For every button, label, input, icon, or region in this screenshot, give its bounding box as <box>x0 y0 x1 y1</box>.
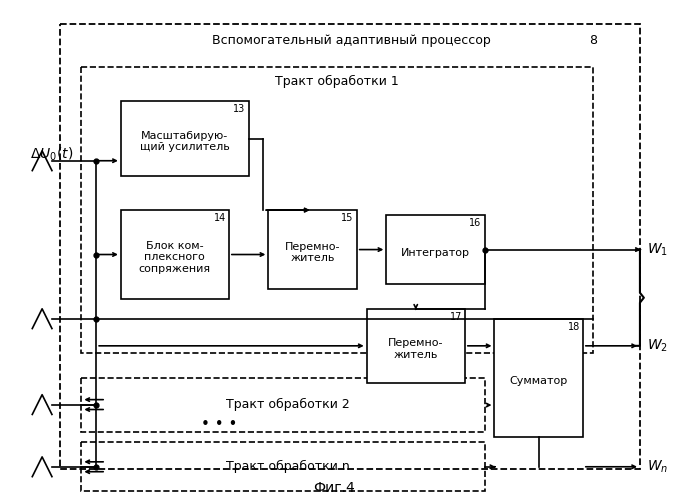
Text: Тракт обработки n: Тракт обработки n <box>226 460 350 473</box>
Bar <box>367 309 465 383</box>
Text: 16: 16 <box>469 218 482 228</box>
Text: 13: 13 <box>234 104 246 115</box>
Bar <box>268 210 357 289</box>
Text: Перемно-
житель: Перемно- житель <box>285 242 340 264</box>
Text: $W_1$: $W_1$ <box>647 242 668 258</box>
Text: • • •: • • • <box>201 417 238 432</box>
Text: $W_n$: $W_n$ <box>647 458 668 475</box>
Text: Перемно-
житель: Перемно- житель <box>388 338 443 359</box>
Text: Тракт обработки 1: Тракт обработки 1 <box>275 75 399 88</box>
Text: 17: 17 <box>450 312 462 322</box>
Bar <box>386 215 485 284</box>
Text: Вспомогательный адаптивный процессор: Вспомогательный адаптивный процессор <box>213 34 491 47</box>
Bar <box>121 102 248 176</box>
Text: 14: 14 <box>214 213 226 223</box>
Text: Масштабирую-
щий усилитель: Масштабирую- щий усилитель <box>140 130 230 152</box>
Text: Тракт обработки 2: Тракт обработки 2 <box>226 398 350 411</box>
Bar <box>60 24 640 468</box>
Bar <box>121 210 229 299</box>
Text: $\Delta U_0(t)$: $\Delta U_0(t)$ <box>30 145 74 162</box>
Bar <box>82 442 485 492</box>
Text: Сумматор: Сумматор <box>510 376 568 386</box>
Text: $W_2$: $W_2$ <box>647 338 668 354</box>
Text: 8: 8 <box>589 34 597 47</box>
Text: Фиг.4: Фиг.4 <box>313 482 355 496</box>
Bar <box>494 318 583 437</box>
Bar <box>82 378 485 432</box>
Bar <box>82 67 593 353</box>
Text: Интегратор: Интегратор <box>401 248 470 258</box>
Text: Блок ком-
плексного
сопряжения: Блок ком- плексного сопряжения <box>139 241 211 274</box>
Text: 15: 15 <box>342 213 354 223</box>
Text: 18: 18 <box>568 322 580 332</box>
